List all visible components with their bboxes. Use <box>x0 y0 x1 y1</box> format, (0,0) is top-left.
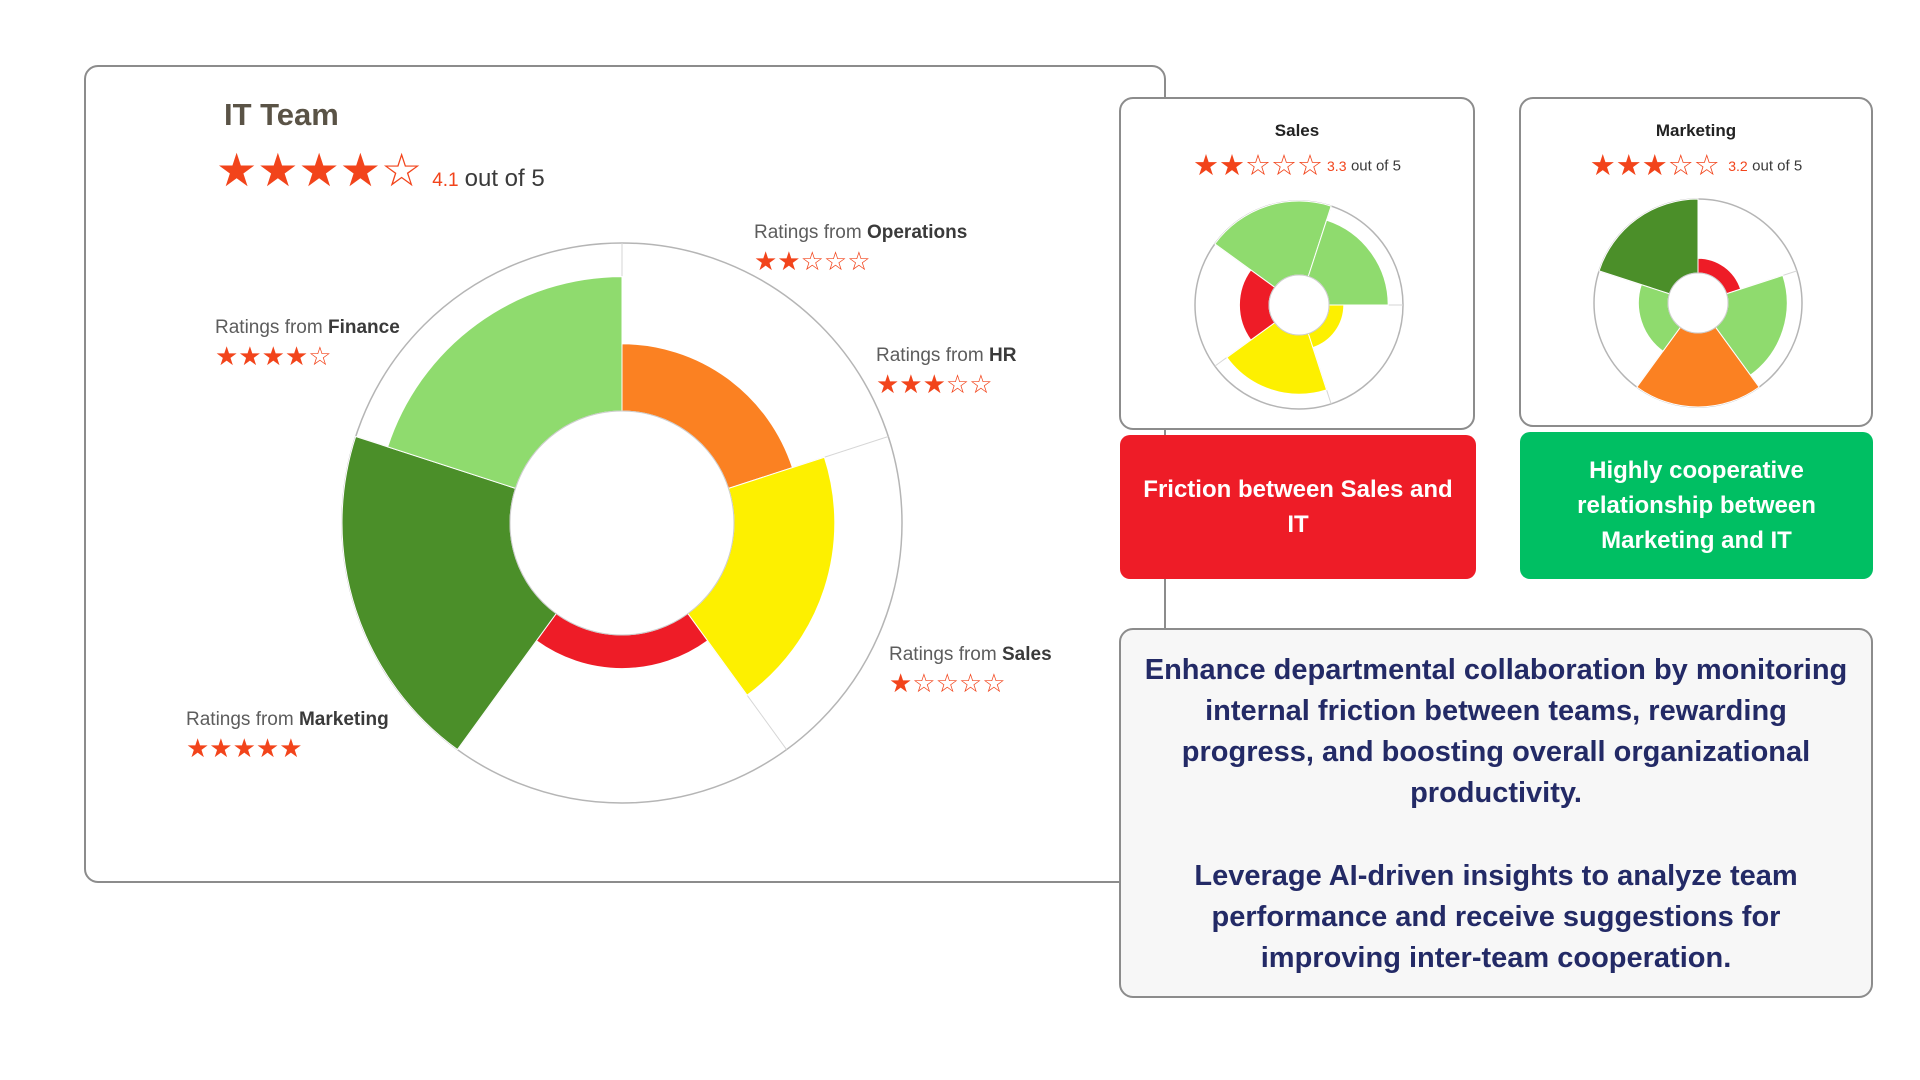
it-team-title: IT Team <box>224 97 339 132</box>
friction-badge: Friction between Sales and IT <box>1120 435 1476 579</box>
marketing-mini-chart <box>1593 198 1803 408</box>
marketing-mini-rating-value: 3.2 <box>1728 158 1748 174</box>
sales-mini-rating-suffix: out of 5 <box>1350 157 1401 175</box>
hr-stars: ★★★☆☆ <box>876 369 993 399</box>
marketing-stars: ★★★★★ <box>186 733 303 763</box>
it-team-donut-chart <box>341 242 903 804</box>
marketing-mini-center-hole <box>1667 272 1729 334</box>
info-paragraph-2: Leverage AI-driven insights to analyze t… <box>1194 860 1798 974</box>
info-card: Enhance departmental collaboration by mo… <box>1119 628 1873 998</box>
legend-operations: Ratings from Operations ★★☆☆☆ <box>754 222 968 276</box>
info-paragraph-1: Enhance departmental collaboration by mo… <box>1144 654 1848 809</box>
legend-hr: Ratings from HR ★★★☆☆ <box>876 345 1017 399</box>
sales-mini-rating-value: 3.3 <box>1327 158 1347 174</box>
sales-mini-stars: ★★☆☆☆ <box>1193 150 1324 182</box>
legend-sales: Ratings from Sales ★☆☆☆☆ <box>889 644 1052 698</box>
marketing-mini-rating: ★★★☆☆ 3.2 out of 5 <box>1521 151 1871 181</box>
sales-mini-chart <box>1194 200 1404 410</box>
finance-stars: ★★★★☆ <box>215 341 332 371</box>
sales-stars: ★☆☆☆☆ <box>889 668 1006 698</box>
it-team-card: IT Team ★★★★☆ 4.1 out of 5 Ratings from … <box>84 65 1166 883</box>
it-team-rating-value: 4.1 <box>432 170 459 191</box>
marketing-mini-card: Marketing ★★★☆☆ 3.2 out of 5 <box>1519 97 1873 427</box>
marketing-mini-rating-suffix: out of 5 <box>1752 157 1803 175</box>
it-team-rating: ★★★★☆ 4.1 out of 5 <box>216 147 545 193</box>
it-team-stars: ★★★★☆ <box>216 144 423 196</box>
sales-mini-center-hole <box>1268 274 1330 336</box>
cooperation-badge: Highly cooperative relationship between … <box>1520 432 1873 579</box>
sales-mini-rating: ★★☆☆☆ 3.3 out of 5 <box>1121 151 1473 181</box>
sales-mini-title: Sales <box>1274 121 1320 140</box>
it-team-center-hole <box>509 410 735 636</box>
legend-finance: Ratings from Finance ★★★★☆ <box>215 317 400 371</box>
legend-marketing: Ratings from Marketing ★★★★★ <box>186 709 389 763</box>
marketing-mini-title: Marketing <box>1655 121 1737 140</box>
sales-mini-card: Sales ★★☆☆☆ 3.3 out of 5 <box>1119 97 1475 430</box>
it-team-rating-suffix: out of 5 <box>464 165 545 192</box>
operations-stars: ★★☆☆☆ <box>754 246 871 276</box>
marketing-mini-stars: ★★★☆☆ <box>1589 150 1720 182</box>
